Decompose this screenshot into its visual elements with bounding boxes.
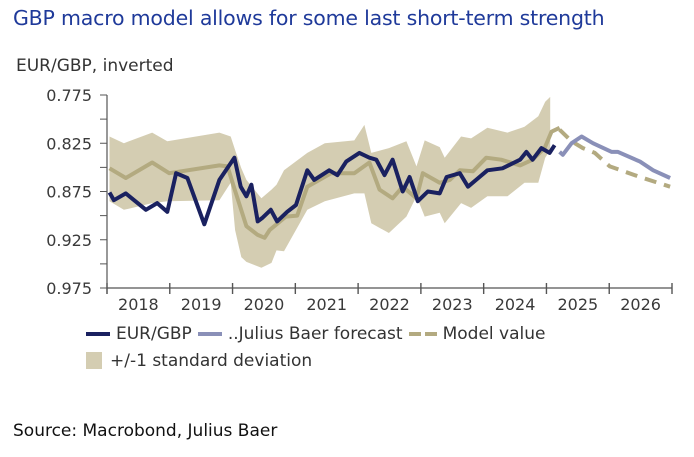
x-tick-label: 2020 [244, 295, 285, 314]
legend-item-band: +/-1 standard deviation [86, 351, 312, 371]
x-tick-label: 2024 [495, 295, 536, 314]
legend-label-forecast: ..Julius Baer forecast [227, 323, 403, 344]
source-note: Source: Macrobond, Julius Baer [13, 421, 278, 441]
y-axis-title: EUR/GBP, inverted [16, 56, 174, 76]
x-tick-label: 2018 [118, 295, 159, 314]
y-tick-label: 0.925 [46, 231, 92, 250]
eurgbp-swatch-icon [86, 331, 110, 336]
series-lines-layer [107, 125, 671, 240]
eurgbp-line [107, 144, 557, 227]
x-tick-label: 2023 [432, 295, 473, 314]
model-value-line [108, 125, 561, 240]
legend: EUR/GBP ..Julius Baer forecast Model val… [86, 320, 551, 374]
legend-row-2: +/-1 standard deviation [86, 347, 551, 374]
y-tick-label: 0.775 [46, 86, 92, 105]
band-swatch-icon [86, 352, 102, 369]
std-dev-band-layer [109, 96, 551, 268]
legend-label-model: Model value [442, 323, 546, 344]
julius-baer-forecast-line [558, 134, 671, 180]
x-tick-label: 2021 [306, 295, 347, 314]
chart-title: GBP macro model allows for some last sho… [13, 6, 605, 30]
y-tick-label: 0.825 [46, 134, 92, 153]
x-tick-label: 2026 [620, 295, 661, 314]
x-tick-label: 2022 [369, 295, 410, 314]
model-swatch-icon [408, 331, 437, 336]
legend-label-band: +/-1 standard deviation [110, 350, 313, 371]
x-tick-label: 2025 [557, 295, 598, 314]
std-dev-band [109, 96, 551, 268]
legend-item-forecast: ..Julius Baer forecast [197, 323, 403, 344]
y-tick-label: 0.875 [46, 183, 92, 202]
forecast-swatch-icon [197, 331, 222, 336]
y-tick-label: 0.975 [46, 279, 92, 298]
legend-row-1: EUR/GBP ..Julius Baer forecast Model val… [86, 320, 551, 347]
axes-layer: 0.775 0.825 0.875 0.925 0.975 2018 2019 2020 202… [46, 86, 673, 314]
legend-item-model: Model value [408, 323, 546, 344]
legend-label-eurgbp: EUR/GBP [116, 323, 192, 344]
x-tick-label: 2019 [181, 295, 222, 314]
model-value-projection-line [558, 128, 671, 189]
legend-item-eurgbp: EUR/GBP [86, 324, 192, 344]
